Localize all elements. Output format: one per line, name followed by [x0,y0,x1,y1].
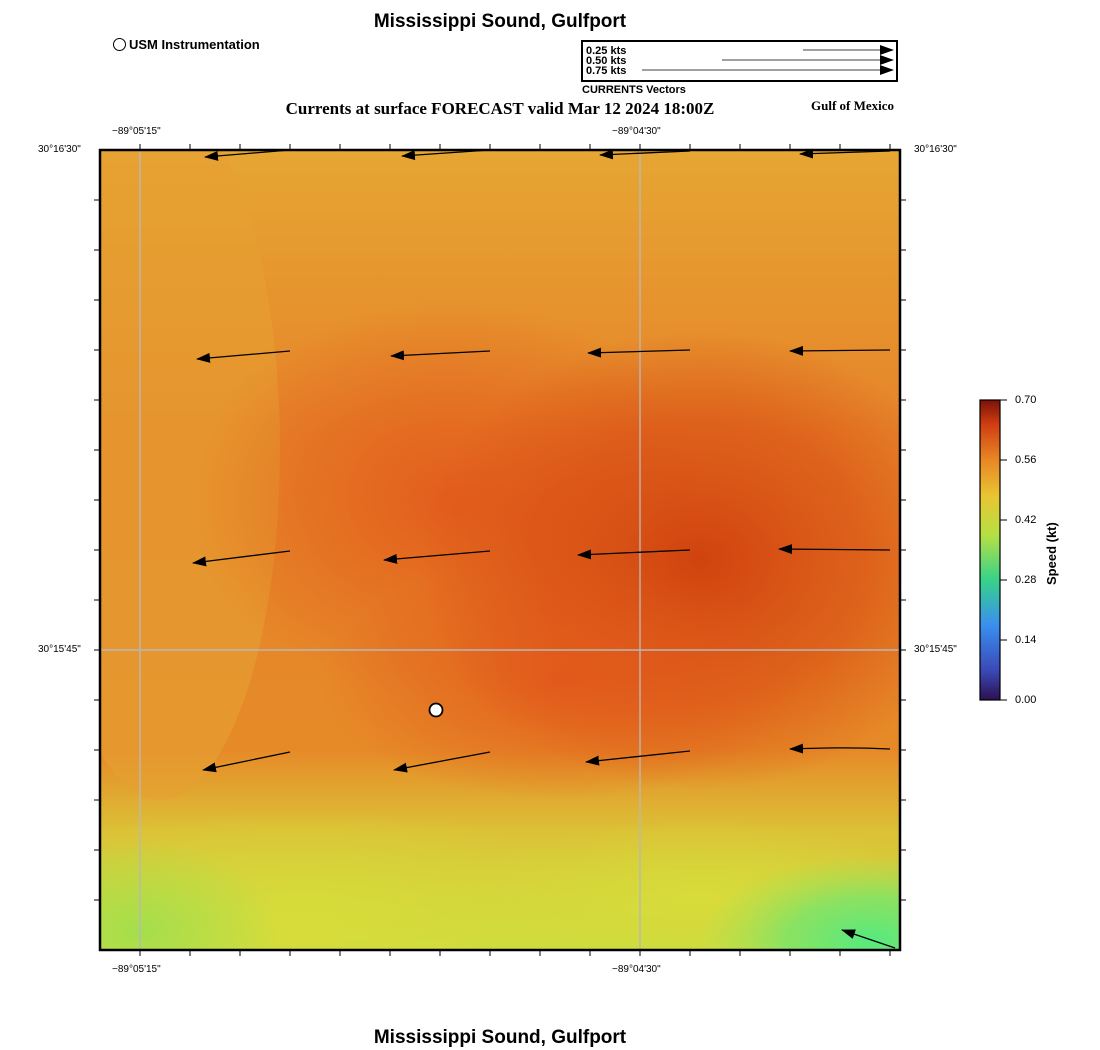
lon-tick-bottom-1: −89°05'15" [112,964,161,975]
lat-tick-right-2: 30°15'45" [914,644,957,655]
current-vector [585,750,691,766]
current-vector [599,149,691,160]
current-vector [789,743,891,754]
region-label: Gulf of Mexico [811,98,895,113]
colorbar-ticks [1000,399,1007,701]
current-vector [401,149,491,161]
current-vector [196,350,291,363]
station-legend-label: USM Instrumentation [129,37,260,52]
lat-tick-left-2: 30°15'45" [38,644,81,655]
vector-scale-caption: CURRENTS Vectors [582,84,686,96]
colorbar-tick-5: 0.00 [1015,694,1037,706]
current-vector [587,347,691,358]
map-title-bottom: Mississippi Sound, Gulfport [373,1027,627,1048]
colorbar-tick-2: 0.42 [1015,514,1037,526]
current-vector [204,149,291,161]
lon-tick-top-2: −89°04'30" [612,126,661,137]
scale-arrows [642,45,894,75]
station-legend: USM Instrumentation [113,37,260,52]
frame-ticks [94,144,906,956]
colorbar-tick-0: 0.70 [1015,394,1037,406]
current-vectors [192,148,896,949]
lon-tick-top-1: −89°05'15" [112,126,161,137]
graticule [100,150,900,950]
current-vector [202,751,291,773]
colorbar-tick-4: 0.14 [1015,634,1037,646]
current-vector [192,550,291,567]
current-vector [577,549,691,560]
colorbar [979,399,1001,701]
station-circle-icon [113,38,126,51]
scale-label-050: 0.50 kts [586,55,627,67]
vector-scale-box: 0.25 kts 0.50 kts 0.75 kts [581,40,898,82]
forecast-subtitle: Currents at surface FORECAST valid Mar 1… [285,99,715,118]
map-title-top: Mississippi Sound, Gulfport [373,11,627,32]
scale-label-075: 0.75 kts [586,65,627,77]
current-vector [778,544,891,555]
current-vector [383,550,491,564]
scale-label-025: 0.25 kts [586,45,627,57]
speed-field [100,150,900,950]
lat-tick-right-1: 30°16'30" [914,144,957,155]
current-vector [390,350,491,361]
colorbar-tick-1: 0.56 [1015,454,1037,466]
lat-tick-left-1: 30°16'30" [38,144,81,155]
colorbar-tick-3: 0.28 [1015,574,1037,586]
current-vector [393,751,491,773]
current-vector [841,929,896,949]
current-vector [799,148,891,159]
station-marker[interactable] [428,702,444,718]
lon-tick-bottom-2: −89°04'30" [612,964,661,975]
current-vector [789,345,891,356]
